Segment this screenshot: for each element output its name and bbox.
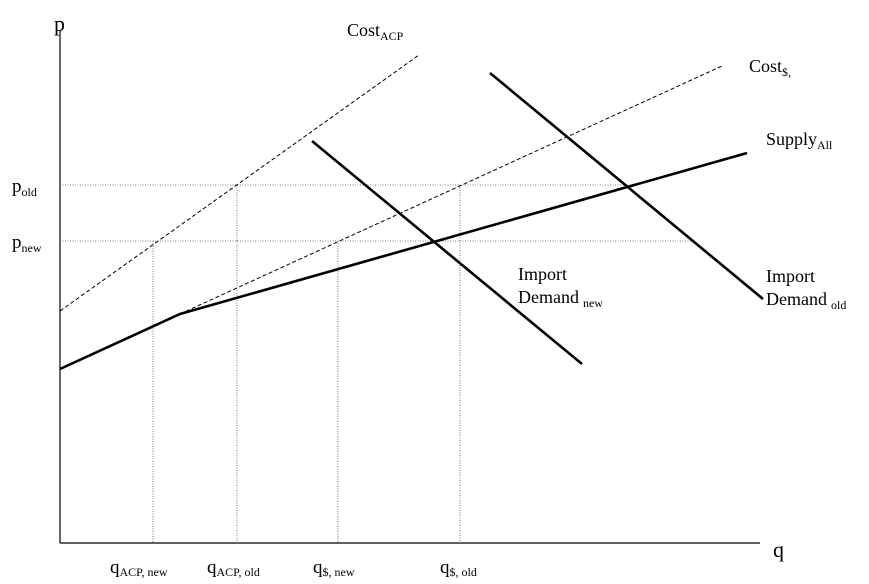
x-axis-label: q bbox=[773, 537, 784, 562]
p-old-label: pold bbox=[12, 176, 37, 199]
demand-new-label-line2: Demand new bbox=[518, 287, 603, 310]
demand-old-label-line1: Import bbox=[766, 266, 815, 286]
q-usd-old-label: q$, old bbox=[440, 557, 477, 579]
demand-new-curve bbox=[311, 139, 583, 366]
supply-all-label: SupplyAll bbox=[766, 129, 833, 152]
q-acp-old-label: qACP, old bbox=[207, 557, 260, 579]
cost-acp-curve bbox=[59, 54, 420, 312]
cost-usd-curve bbox=[179, 65, 723, 315]
supply-all-curve bbox=[59, 151, 748, 371]
q-usd-new-label: q$, new bbox=[313, 557, 355, 579]
demand-old-curve bbox=[489, 71, 764, 301]
demand-old-label-line2: Demand old bbox=[766, 289, 846, 312]
cost-acp-label: CostACP bbox=[347, 20, 404, 43]
p-new-label: pnew bbox=[12, 232, 42, 255]
y-axis-label: p bbox=[54, 11, 65, 36]
q-acp-new-label: qACP, new bbox=[110, 557, 168, 579]
cost-usd-label: Cost$, bbox=[749, 56, 791, 79]
demand-new-label-line1: Import bbox=[518, 264, 567, 284]
